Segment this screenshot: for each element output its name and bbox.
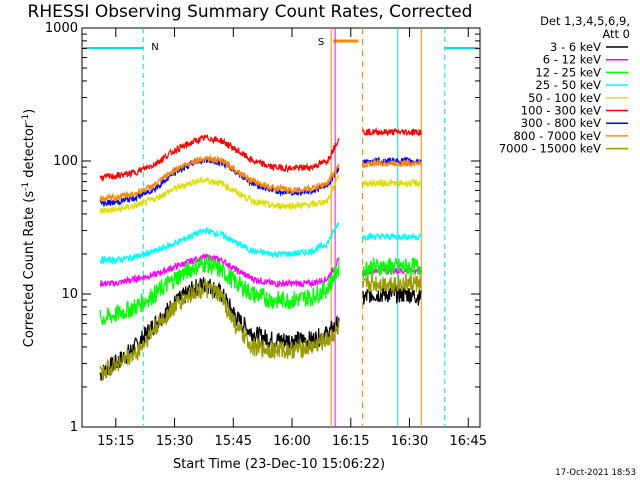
series-line-3 xyxy=(99,255,422,326)
x-tick-label: 15:45 xyxy=(215,434,252,449)
series-line-5 xyxy=(99,174,422,215)
x-tick-label: 16:30 xyxy=(391,434,428,449)
legend-label: 6 - 12 keV xyxy=(543,53,601,67)
legend-label: 300 - 800 keV xyxy=(521,116,601,130)
y-axis-label-mid: detector xyxy=(22,122,37,182)
y-axis-label-end: ) xyxy=(22,109,37,114)
x-tick-label: 16:15 xyxy=(332,434,369,449)
chart-title: RHESSI Observing Summary Count Rates, Co… xyxy=(28,2,473,22)
legend-label: 25 - 50 keV xyxy=(535,78,601,92)
legend-label: 7000 - 15000 keV xyxy=(499,142,601,156)
legend-label: 12 - 25 keV xyxy=(535,65,601,79)
series-line-4 xyxy=(99,222,422,265)
series-group xyxy=(99,126,422,381)
legend-header-2: Att 0 xyxy=(602,27,630,41)
y-tick-label: 100 xyxy=(53,154,78,169)
y-ticks: 1 10 100 1000 xyxy=(45,21,480,435)
legend-label: 50 - 100 keV xyxy=(528,91,601,105)
footer-date: 17-Oct-2021 18:53 xyxy=(555,468,636,478)
x-tick-label: 16:00 xyxy=(273,434,310,449)
y-axis-label-exp2: -1 xyxy=(21,114,31,123)
y-axis-label-main: Corrected Count Rate (s xyxy=(22,191,37,348)
legend-header-1: Det 1,3,4,5,6,9, xyxy=(540,14,630,28)
series-line-6 xyxy=(99,126,422,183)
plot-frame xyxy=(81,27,481,428)
series-line-8 xyxy=(99,154,422,202)
x-axis-label: Start Time (23-Dec-10 15:06:22) xyxy=(173,457,385,472)
legend-label: 3 - 6 keV xyxy=(550,40,601,54)
legend-label: 800 - 7000 keV xyxy=(513,129,601,143)
x-tick-label: 16:45 xyxy=(450,434,487,449)
y-tick-label: 10 xyxy=(61,287,78,302)
night-marker-label: N xyxy=(151,42,158,53)
legend-label: 100 - 300 keV xyxy=(521,104,601,118)
saa-marker-label: S xyxy=(318,37,324,48)
x-ticks: 15:15 15:30 15:45 16:00 16:15 16:30 16:45 xyxy=(97,28,487,449)
x-tick-label: 15:15 xyxy=(97,434,134,449)
y-tick-label: 1000 xyxy=(45,21,78,36)
x-tick-label: 15:30 xyxy=(156,434,193,449)
series-line-9 xyxy=(99,274,422,381)
y-axis-label: Corrected Count Rate (s-1 detector-1) xyxy=(21,109,37,347)
y-axis-label-exp1: -1 xyxy=(21,182,31,191)
y-tick-label: 1 xyxy=(70,420,78,435)
